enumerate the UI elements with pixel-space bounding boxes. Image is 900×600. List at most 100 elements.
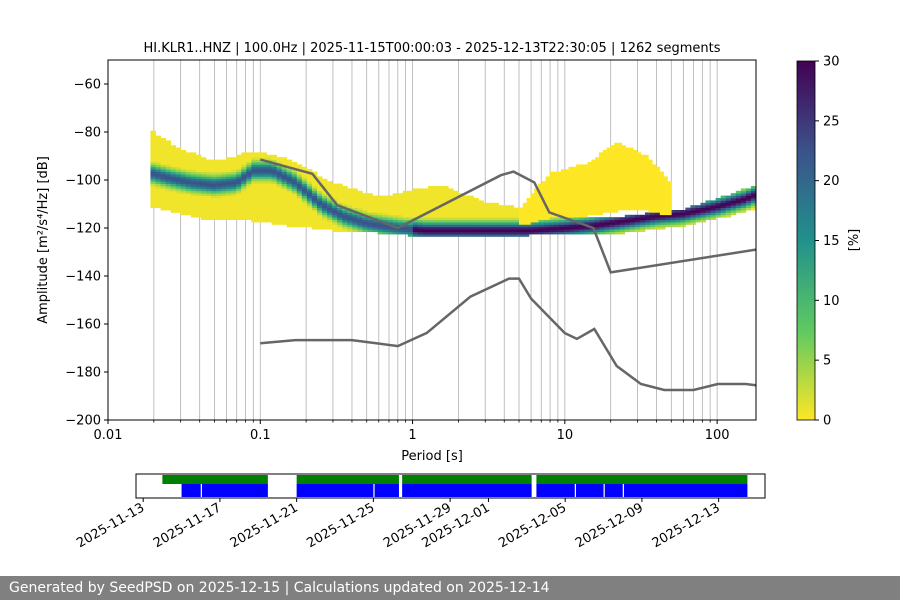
- psd-cell: [523, 231, 530, 235]
- psd-cell: [286, 222, 293, 225]
- psd-cell: [675, 217, 681, 220]
- psd-cell: [236, 198, 242, 201]
- psd-cell: [256, 183, 262, 187]
- psd-cell: [261, 162, 267, 165]
- psd-cell: [587, 178, 592, 182]
- psd-cell: [639, 217, 646, 220]
- psd-cell: [261, 202, 267, 206]
- psd-cell: [568, 214, 573, 218]
- psd-cell: [606, 157, 611, 160]
- psd-cell: [180, 150, 187, 153]
- psd-cell: [357, 210, 363, 213]
- psd-cell: [160, 150, 166, 153]
- psd-cell: [352, 226, 358, 230]
- psd-cell: [720, 200, 727, 204]
- psd-cell: [322, 181, 328, 184]
- psd-cell: [625, 188, 630, 192]
- psd-cell: [281, 214, 288, 218]
- psd-cell: [720, 207, 727, 211]
- psd-cell: [195, 200, 202, 204]
- psd-cell: [560, 200, 565, 204]
- psd-plot-area: 0.01 0.1 1 10 100 −60−80−100−120−140−160−180…: [65, 59, 757, 443]
- psd-cell: [448, 219, 454, 223]
- psd-cell: [587, 195, 592, 199]
- psd-cell: [200, 162, 207, 165]
- psd-cell: [735, 202, 742, 206]
- psd-cell: [648, 171, 653, 175]
- psd-cell: [387, 195, 394, 199]
- psd-cell: [468, 212, 474, 216]
- psd-cell: [610, 190, 615, 194]
- psd-cell: [667, 198, 672, 201]
- psd-cell: [443, 234, 449, 237]
- psd-cell: [541, 217, 546, 220]
- psd-cell: [266, 169, 272, 172]
- psd-cell: [574, 229, 580, 232]
- grid-lines: [108, 60, 718, 420]
- psd-cell: [332, 226, 338, 230]
- psd-cell: [610, 174, 615, 177]
- psd-cell: [412, 190, 419, 194]
- psd-cell: [508, 219, 515, 223]
- y-axis-ticks: −60−80−100−120−140−160−180−200: [65, 78, 108, 429]
- psd-cell: [433, 205, 439, 208]
- psd-cell: [185, 176, 192, 180]
- psd-cell: [598, 183, 604, 187]
- psd-cell: [342, 214, 348, 218]
- psd-cell: [644, 164, 649, 168]
- psd-cell: [478, 202, 484, 206]
- psd-cell: [568, 188, 573, 192]
- psd-cell: [155, 162, 161, 165]
- psd-cell: [327, 217, 333, 220]
- psd-cell: [195, 154, 202, 158]
- psd-cell: [503, 207, 510, 211]
- psd-cell: [544, 224, 550, 228]
- psd-cell: [332, 186, 338, 189]
- psd-cell: [251, 162, 257, 165]
- lower-noise-model-line: [260, 277, 756, 392]
- psd-cell: [553, 200, 558, 204]
- psd-cell: [617, 147, 623, 151]
- psd-cell: [311, 210, 318, 213]
- psd-cell: [560, 193, 565, 196]
- psd-cell: [644, 214, 651, 218]
- psd-cell: [633, 150, 638, 153]
- psd-cell: [656, 205, 661, 208]
- psd-cell: [155, 154, 161, 158]
- psd-cell: [246, 171, 252, 175]
- psd-cell: [256, 152, 262, 156]
- psd-cell: [422, 226, 429, 230]
- psd-cell: [634, 224, 641, 228]
- psd-cell: [296, 188, 303, 192]
- psd-cell: [261, 166, 267, 170]
- psd-cell: [165, 188, 172, 192]
- psd-cell: [327, 224, 333, 228]
- psd-cell: [534, 200, 539, 204]
- psd-cell: [629, 174, 634, 177]
- psd-cell: [637, 169, 642, 172]
- psd-cell: [568, 202, 573, 206]
- psd-cell: [392, 205, 399, 208]
- psd-cell: [276, 157, 283, 160]
- psd-cell: [443, 188, 449, 192]
- psd-cell: [256, 157, 262, 160]
- psd-cell: [572, 176, 577, 180]
- psd-cell: [387, 226, 394, 230]
- psd-cell: [306, 193, 313, 196]
- psd-cell: [246, 186, 252, 189]
- psd-cell: [572, 212, 577, 216]
- psd-cell: [637, 152, 642, 156]
- psd-cell: [572, 190, 577, 194]
- psd-cell: [438, 212, 444, 216]
- psd-cell: [241, 169, 247, 172]
- psd-cell: [614, 162, 619, 165]
- psd-cell: [633, 183, 638, 187]
- psd-cell: [438, 234, 444, 237]
- psd-cell: [372, 200, 378, 204]
- psd-cell: [606, 193, 611, 196]
- psd-cell: [211, 207, 217, 211]
- psd-cell: [591, 202, 596, 206]
- psd-cell: [261, 154, 267, 158]
- psd-cell: [301, 200, 308, 204]
- psd-cell: [412, 214, 419, 218]
